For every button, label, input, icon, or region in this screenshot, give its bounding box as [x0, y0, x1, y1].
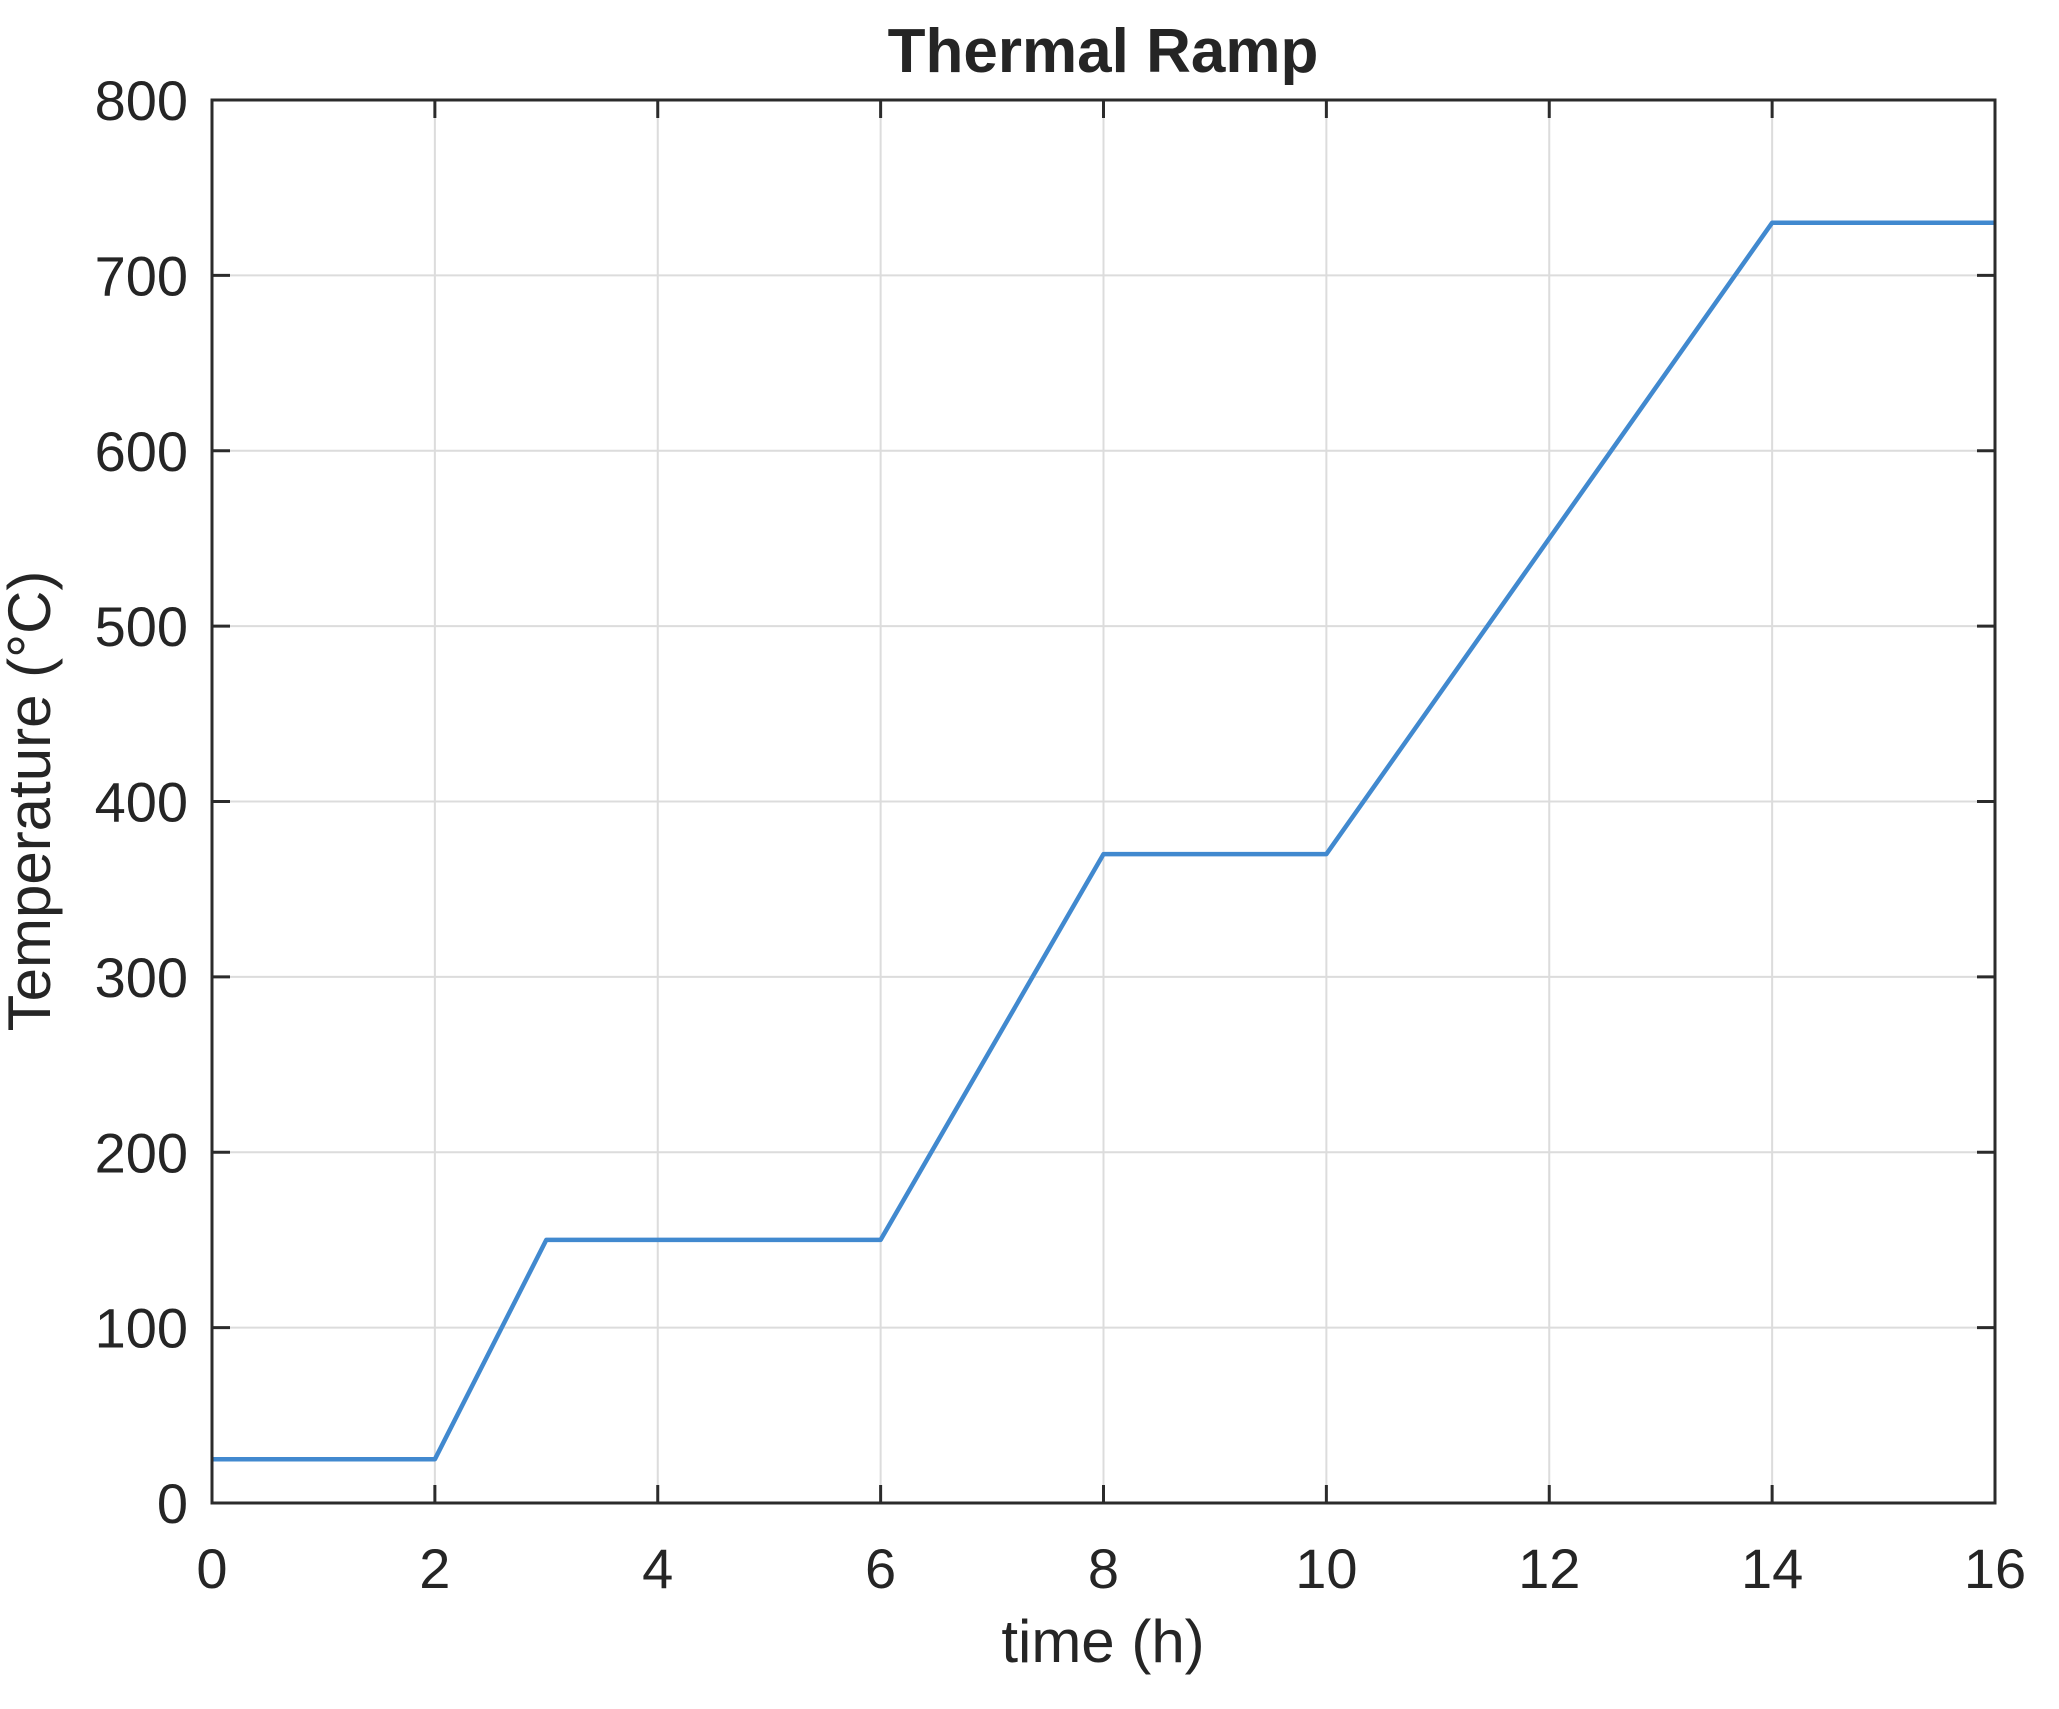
- x-tick-label: 16: [1964, 1537, 2026, 1600]
- y-tick-label: 100: [95, 1297, 188, 1360]
- y-tick-label: 400: [95, 771, 188, 834]
- x-tick-label: 6: [865, 1537, 896, 1600]
- y-axis-label: Temperature (°C): [0, 571, 63, 1032]
- y-tick-label: 300: [95, 946, 188, 1009]
- y-tick-label: 500: [95, 595, 188, 658]
- x-tick-label: 14: [1741, 1537, 1803, 1600]
- y-tick-label: 0: [157, 1472, 188, 1535]
- y-tick-label: 600: [95, 420, 188, 483]
- x-tick-label: 0: [196, 1537, 227, 1600]
- tick-label-layer: 0 2 4 6 8 10 12 14 16 0 100 200 300 400 500 600 700 800: [95, 69, 2027, 1600]
- tick-layer: [210, 98, 1997, 1505]
- x-axis-label: time (h): [1001, 1608, 1204, 1675]
- grid-layer: [212, 100, 1995, 1503]
- y-tick-label: 200: [95, 1121, 188, 1184]
- y-tick-label: 700: [95, 244, 188, 307]
- x-tick-label: 4: [642, 1537, 673, 1600]
- x-tick-label: 2: [419, 1537, 450, 1600]
- series-layer: [212, 220, 1995, 1462]
- x-tick-label: 12: [1518, 1537, 1580, 1600]
- series-line-temperature-profile: [212, 220, 1995, 1462]
- x-tick-label: 10: [1295, 1537, 1357, 1600]
- x-tick-label: 8: [1088, 1537, 1119, 1600]
- y-tick-label: 800: [95, 69, 188, 132]
- chart-title: Thermal Ramp: [888, 17, 1319, 86]
